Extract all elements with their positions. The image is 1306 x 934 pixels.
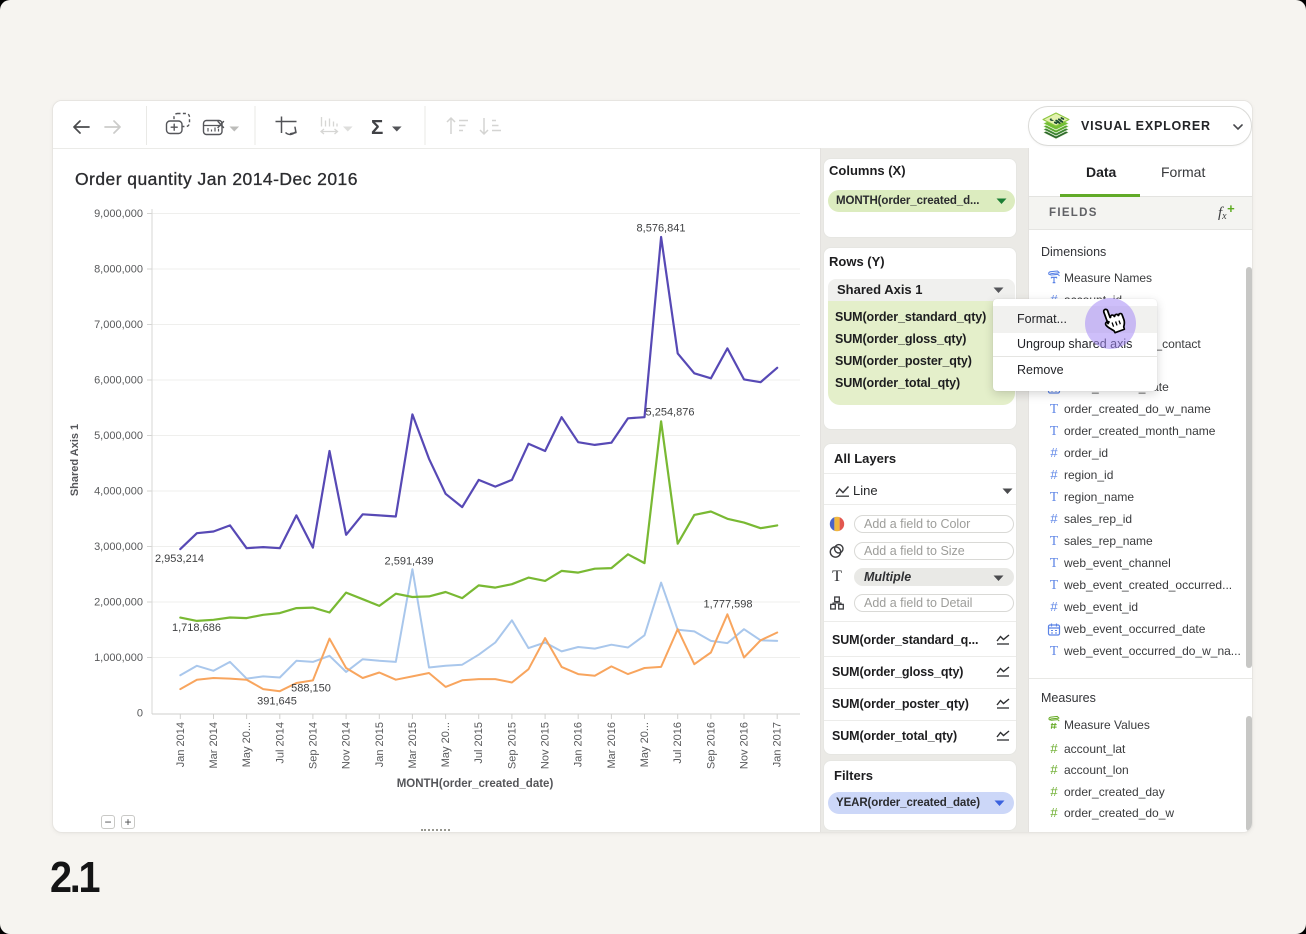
svg-text:5,000,000: 5,000,000 bbox=[94, 430, 143, 442]
svg-text:Jul 2015: Jul 2015 bbox=[473, 722, 485, 764]
svg-text:4,000,000: 4,000,000 bbox=[94, 486, 143, 498]
svg-text:8,000,000: 8,000,000 bbox=[94, 264, 143, 276]
svg-text:1,718,686: 1,718,686 bbox=[172, 622, 221, 634]
svg-text:Sep 2016: Sep 2016 bbox=[705, 722, 717, 769]
svg-text:Jul 2016: Jul 2016 bbox=[672, 722, 684, 764]
svg-text:2,591,439: 2,591,439 bbox=[385, 556, 434, 568]
svg-text:588,150: 588,150 bbox=[291, 683, 331, 695]
svg-text:7,000,000: 7,000,000 bbox=[94, 319, 143, 331]
svg-text:Sep 2014: Sep 2014 bbox=[307, 722, 319, 769]
svg-text:Shared Axis 1: Shared Axis 1 bbox=[69, 424, 81, 496]
svg-text:2,000,000: 2,000,000 bbox=[94, 597, 143, 609]
svg-text:Mar 2014: Mar 2014 bbox=[208, 722, 220, 768]
svg-text:6,000,000: 6,000,000 bbox=[94, 375, 143, 387]
svg-text:8,576,841: 8,576,841 bbox=[637, 223, 686, 235]
svg-text:Sep 2015: Sep 2015 bbox=[506, 722, 518, 769]
svg-text:1,000,000: 1,000,000 bbox=[94, 652, 143, 664]
svg-text:Mar 2015: Mar 2015 bbox=[407, 722, 419, 768]
svg-text:May 20...: May 20... bbox=[639, 722, 651, 767]
svg-text:5,254,876: 5,254,876 bbox=[646, 407, 695, 419]
svg-text:Nov 2015: Nov 2015 bbox=[540, 722, 552, 769]
svg-text:9,000,000: 9,000,000 bbox=[94, 208, 143, 220]
svg-text:Nov 2016: Nov 2016 bbox=[739, 722, 751, 769]
svg-text:2,953,214: 2,953,214 bbox=[155, 553, 204, 565]
svg-text:Jan 2016: Jan 2016 bbox=[573, 722, 585, 767]
svg-text:Mar 2016: Mar 2016 bbox=[606, 722, 618, 768]
svg-text:MONTH(order_created_date): MONTH(order_created_date) bbox=[397, 778, 554, 790]
svg-text:391,645: 391,645 bbox=[257, 696, 297, 708]
svg-text:Jan 2017: Jan 2017 bbox=[772, 722, 784, 767]
svg-text:Jan 2015: Jan 2015 bbox=[374, 722, 386, 767]
svg-text:Nov 2014: Nov 2014 bbox=[341, 722, 353, 769]
svg-text:May 20...: May 20... bbox=[440, 722, 452, 767]
svg-text:Σ: Σ bbox=[371, 116, 383, 139]
svg-text:Jan 2014: Jan 2014 bbox=[175, 722, 187, 767]
svg-text:May 20...: May 20... bbox=[241, 722, 253, 767]
svg-text:3,000,000: 3,000,000 bbox=[94, 541, 143, 553]
svg-text:1,777,598: 1,777,598 bbox=[704, 599, 753, 611]
svg-text:0: 0 bbox=[137, 708, 143, 720]
svg-text:Jul 2014: Jul 2014 bbox=[274, 722, 286, 764]
